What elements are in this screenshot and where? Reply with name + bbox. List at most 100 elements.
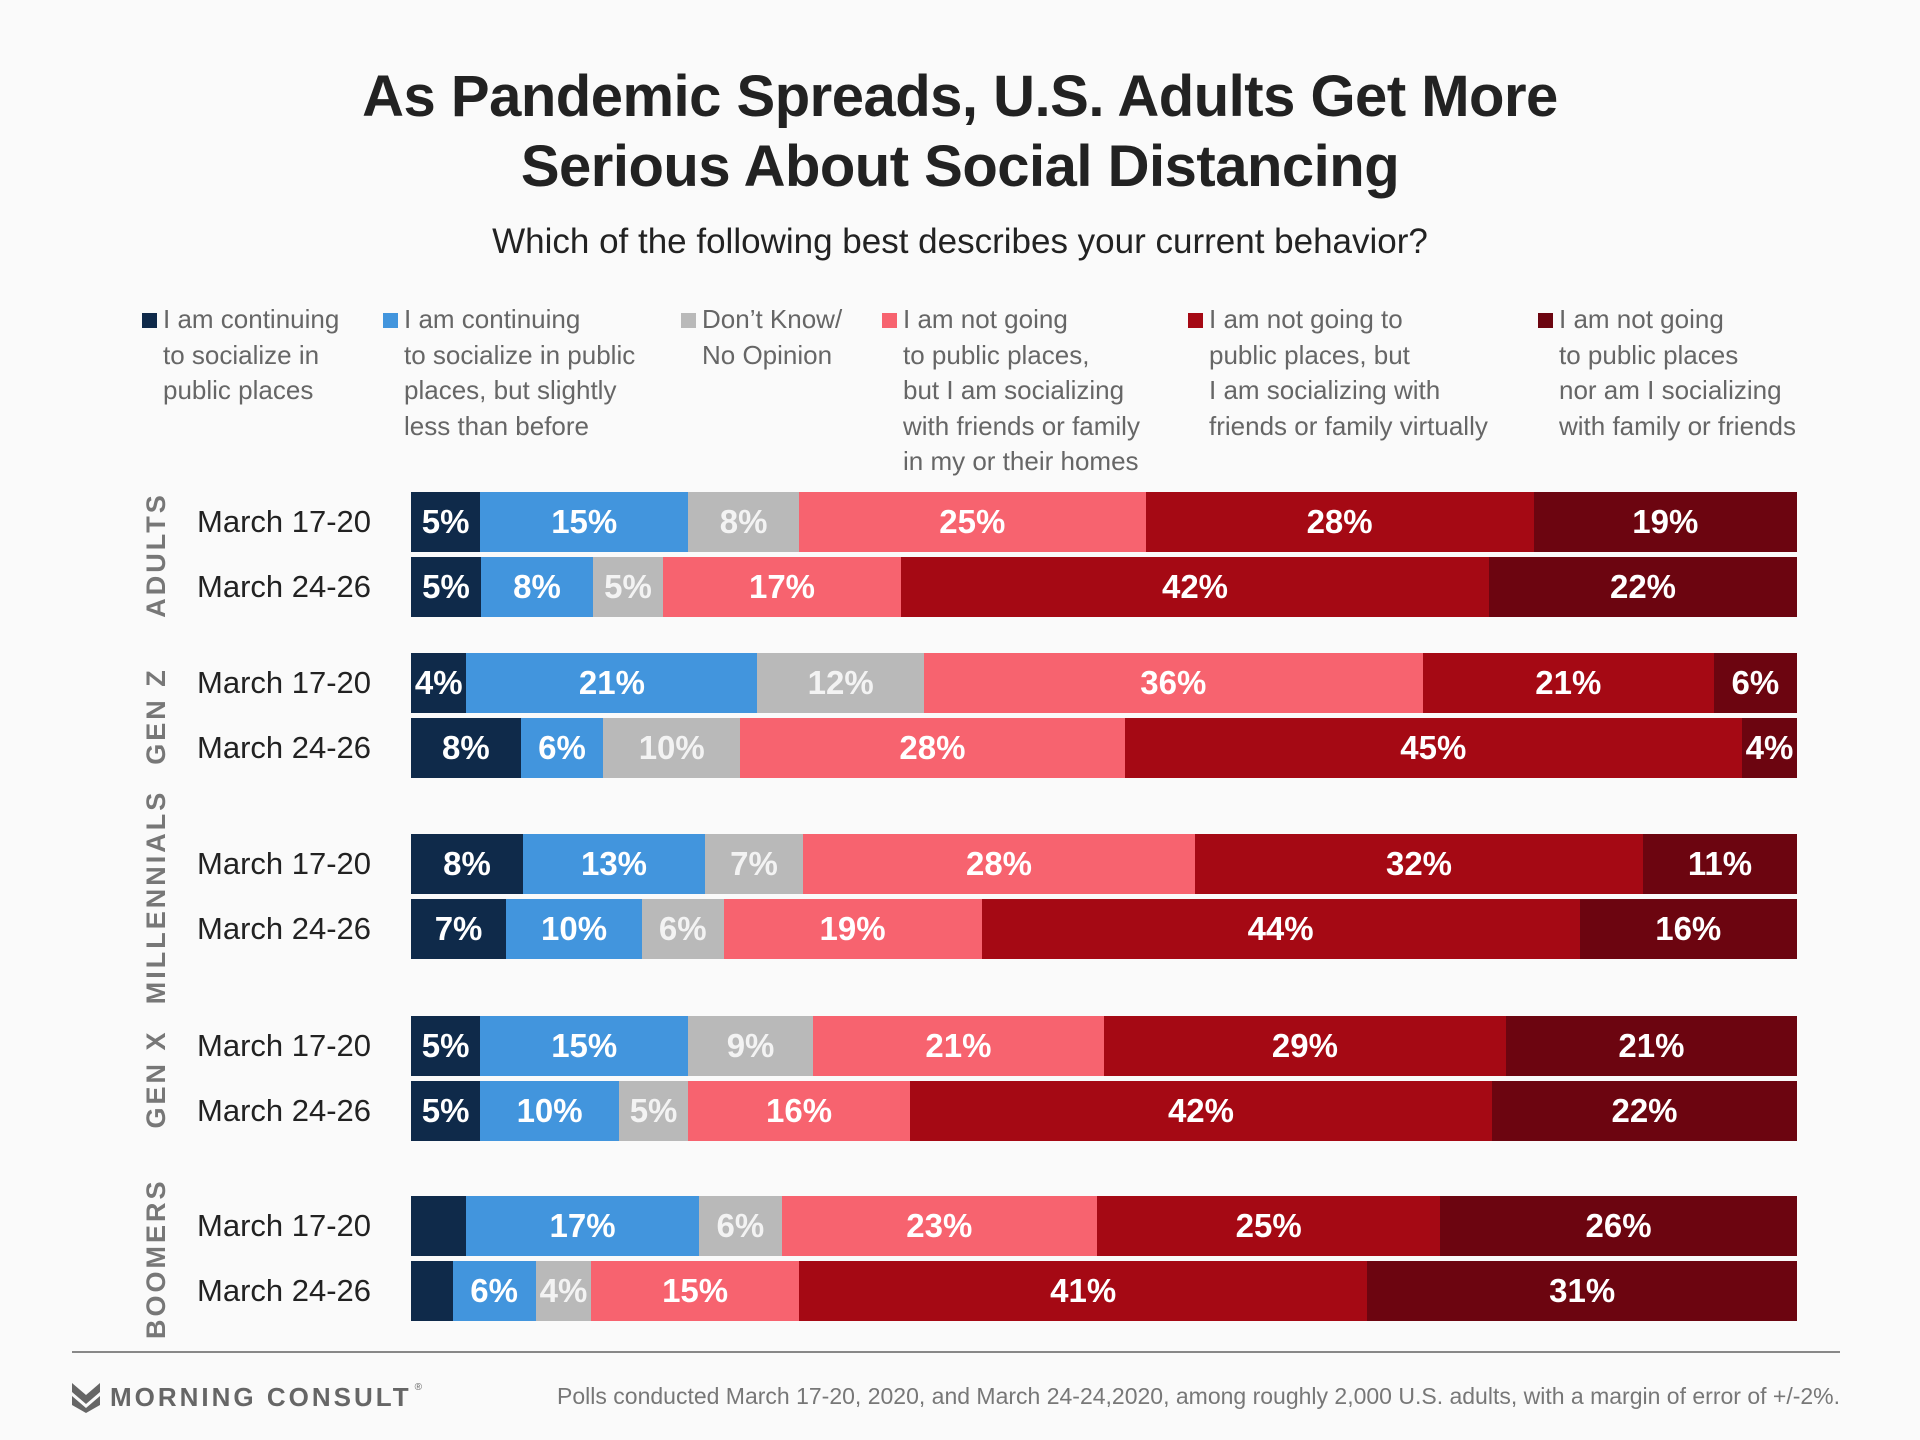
bar-segment: 15%: [480, 492, 689, 552]
morning-consult-logo: MORNING CONSULT ®: [72, 1382, 422, 1413]
bar-segment: 9%: [688, 1016, 813, 1076]
row-label: March 17-20: [197, 504, 372, 539]
stacked-bar: 17% 6% 23% 25% 26%: [411, 1196, 1797, 1256]
bar-segment: 21%: [812, 1016, 1104, 1076]
group-label: MILLENNIALS: [141, 789, 171, 1004]
stacked-bar: 5% 15% 8% 25% 28% 19%: [411, 492, 1797, 552]
row-label: March 24-26: [197, 911, 372, 946]
row-label: March 24-26: [197, 1273, 372, 1308]
legend-label: I am continuing to socialize in public p…: [404, 304, 636, 441]
row-label: March 24-26: [197, 1093, 372, 1128]
legend-item: Don’t Know/ No Opinion: [681, 302, 843, 373]
logo-text: MORNING CONSULT: [110, 1382, 412, 1412]
row-label: March 17-20: [197, 1208, 372, 1243]
bar-segment: 7%: [705, 834, 803, 894]
legend-label: I am not going to public places, but I a…: [1209, 304, 1488, 441]
bar-segment: 21%: [466, 653, 758, 713]
legend-label: I am not going to public places, but I a…: [903, 304, 1140, 476]
bar-segment: 32%: [1195, 834, 1643, 894]
legend-swatch: [142, 313, 157, 328]
morning-consult-logo-icon: [72, 1382, 100, 1413]
legend-swatch: [1538, 313, 1553, 328]
bar-segment: [411, 1196, 466, 1256]
bar-segment: 6%: [699, 1196, 782, 1256]
stacked-bar: 5% 10% 5% 16% 42% 22%: [411, 1081, 1797, 1141]
legend-item: I am not going to public places, but I a…: [1188, 302, 1488, 444]
stacked-bar: 5% 15% 9% 21% 29% 21%: [411, 1016, 1797, 1076]
bar-segment: 19%: [723, 899, 982, 959]
legend-item: I am continuing to socialize in public p…: [383, 302, 636, 444]
bar-segment: 6%: [1713, 653, 1797, 713]
stacked-bar: 6% 4% 15% 41% 31%: [411, 1261, 1797, 1321]
row-label: March 24-26: [197, 569, 372, 604]
bar-segment: 4%: [535, 1261, 592, 1321]
bar-segment: 31%: [1367, 1261, 1797, 1321]
bar-segment: 10%: [480, 1081, 619, 1141]
legend-label: I am continuing to socialize in public p…: [163, 304, 340, 405]
bar-segment: 26%: [1440, 1196, 1797, 1256]
bar-segment: 5%: [411, 1081, 481, 1141]
stacked-bar: 8% 13% 7% 28% 32% 11%: [411, 834, 1797, 894]
bar-segment: 45%: [1124, 718, 1743, 778]
stacked-bar: 8% 6% 10% 28% 45% 4%: [411, 718, 1797, 778]
bar-segment: 8%: [411, 834, 523, 894]
row-label: March 17-20: [197, 846, 372, 881]
row-label: March 24-26: [197, 730, 372, 765]
legend-swatch: [681, 313, 696, 328]
legend-label: Don’t Know/ No Opinion: [702, 304, 843, 370]
bar-segment: 5%: [618, 1081, 689, 1141]
bar-segment: 16%: [688, 1081, 910, 1141]
legend-item: I am not going to public places, but I a…: [882, 302, 1140, 480]
bar-segment: 44%: [981, 899, 1580, 959]
group-label: GEN Z: [141, 666, 171, 765]
logo-trademark: ®: [414, 1382, 422, 1393]
bar-segment: 22%: [1489, 557, 1797, 617]
bar-segment: 15%: [591, 1261, 800, 1321]
bar-segment: 28%: [803, 834, 1195, 894]
chart-title: As Pandemic Spreads, U.S. Adults Get Mor…: [0, 62, 1920, 202]
legend-item: I am continuing to socialize in public p…: [142, 302, 340, 409]
bar-segment: 28%: [740, 718, 1125, 778]
group-label: GEN X: [141, 1028, 171, 1129]
bar-segment: 21%: [1422, 653, 1714, 713]
bar-segment: 25%: [799, 492, 1146, 552]
row-label: March 17-20: [197, 665, 372, 700]
stacked-bar: 7% 10% 6% 19% 44% 16%: [411, 899, 1797, 959]
bar-segment: 42%: [909, 1081, 1493, 1141]
bar-segment: 8%: [411, 718, 521, 778]
bar-segment: 25%: [1097, 1196, 1441, 1256]
bar-segment: 5%: [411, 557, 481, 617]
bar-segment: 17%: [663, 557, 901, 617]
bar-segment: 6%: [452, 1261, 536, 1321]
footer-divider: [72, 1351, 1840, 1353]
footnote: Polls conducted March 17-20, 2020, and M…: [557, 1383, 1840, 1409]
bar-segment: 11%: [1643, 834, 1797, 894]
bar-segment: 21%: [1505, 1016, 1797, 1076]
bar-segment: 13%: [523, 834, 705, 894]
bar-segment: 7%: [411, 899, 507, 959]
bar-segment: 15%: [480, 1016, 689, 1076]
bar-segment: 12%: [757, 653, 924, 713]
legend-swatch: [1188, 313, 1203, 328]
stacked-bar: 4% 21% 12% 36% 21% 6%: [411, 653, 1797, 713]
bar-segment: 5%: [411, 492, 481, 552]
bar-segment: 42%: [901, 557, 1489, 617]
bar-segment: 8%: [688, 492, 800, 552]
bar-segment: 41%: [799, 1261, 1368, 1321]
bar-segment: 5%: [593, 557, 663, 617]
legend-label: I am not going to public places nor am I…: [1559, 304, 1796, 441]
stacked-bar: 5% 8% 5% 17% 42% 22%: [411, 557, 1797, 617]
bar-segment: 16%: [1579, 899, 1797, 959]
bar-segment: 28%: [1145, 492, 1534, 552]
bar-segment: 17%: [465, 1196, 700, 1256]
group-label: BOOMERS: [141, 1177, 171, 1339]
bar-segment: 22%: [1492, 1081, 1797, 1141]
chart-subtitle: Which of the following best describes yo…: [492, 222, 1428, 261]
row-label: March 17-20: [197, 1028, 372, 1063]
group-label: ADULTS: [141, 491, 171, 618]
chart-title-line-2: Serious About Social Distancing: [520, 134, 1400, 199]
bar-segment: 10%: [506, 899, 642, 959]
bar-segment: 6%: [520, 718, 604, 778]
bar-segment: 8%: [481, 557, 593, 617]
legend-swatch: [882, 313, 897, 328]
